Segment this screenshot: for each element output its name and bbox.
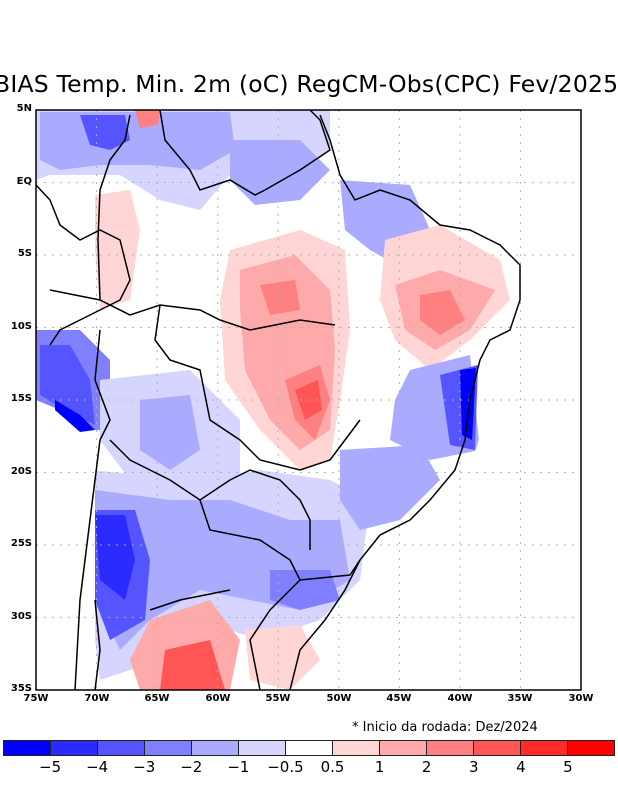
colorbar-swatch bbox=[333, 741, 380, 755]
map-frame bbox=[35, 109, 582, 691]
bias-region bbox=[245, 625, 320, 690]
colorbar-tick-label: −4 bbox=[86, 758, 109, 776]
lon-label: 65W bbox=[144, 693, 170, 704]
bias-region bbox=[95, 515, 135, 600]
bias-region bbox=[95, 490, 350, 650]
ocean-mask bbox=[36, 430, 95, 690]
colorbar-swatch bbox=[192, 741, 239, 755]
colorbar-ticks: −5 −4 −3 −2 −1 −0.5 0.5 1 2 3 4 5 bbox=[0, 758, 618, 778]
bias-region bbox=[260, 280, 300, 315]
lat-label: 5S bbox=[17, 248, 32, 259]
bias-region bbox=[95, 190, 140, 310]
colorbar-swatch bbox=[286, 741, 333, 755]
bias-region bbox=[40, 112, 235, 170]
colorbar-swatch bbox=[380, 741, 427, 755]
colorbar-tick-label: −3 bbox=[133, 758, 156, 776]
lon-label: 55W bbox=[265, 693, 291, 704]
lon-label: 75W bbox=[23, 693, 49, 704]
colorbar-tick-label: −1 bbox=[227, 758, 250, 776]
colorbar-swatch bbox=[474, 741, 521, 755]
bias-region bbox=[230, 140, 330, 205]
colorbar bbox=[3, 740, 615, 756]
colorbar-tick-label: 1 bbox=[374, 758, 385, 776]
lat-label: 5N bbox=[16, 103, 32, 114]
lat-label: 15S bbox=[10, 393, 32, 404]
bias-region bbox=[270, 570, 340, 610]
lon-label: 70W bbox=[84, 693, 110, 704]
bias-region bbox=[55, 400, 95, 432]
colorbar-swatch bbox=[145, 741, 192, 755]
colorbar-tick-label: 4 bbox=[516, 758, 526, 776]
colorbar-swatch bbox=[568, 741, 614, 755]
colorbar-tick-label: −2 bbox=[180, 758, 203, 776]
lat-label: 10S bbox=[10, 321, 32, 332]
lon-label: 45W bbox=[386, 693, 412, 704]
lat-label: 35S bbox=[10, 683, 32, 694]
colorbar-tick-label: 5 bbox=[563, 758, 573, 776]
lat-label: 30S bbox=[10, 611, 32, 622]
colorbar-swatch bbox=[51, 741, 98, 755]
colorbar-swatch bbox=[4, 741, 51, 755]
bias-region bbox=[160, 640, 225, 690]
bias-region bbox=[80, 115, 130, 150]
run-start-note: * Inicio da rodada: Dez/2024 bbox=[352, 720, 538, 735]
lon-label: 60W bbox=[205, 693, 231, 704]
colorbar-swatch bbox=[521, 741, 568, 755]
map-title: BIAS Temp. Min. 2m (oC) RegCM-Obs(CPC) F… bbox=[0, 70, 618, 98]
bias-region bbox=[140, 395, 200, 470]
bias-region bbox=[135, 110, 160, 128]
bias-region bbox=[340, 445, 440, 530]
colorbar-swatch bbox=[98, 741, 145, 755]
lon-label: 30W bbox=[568, 693, 594, 704]
lon-label: 50W bbox=[326, 693, 352, 704]
lon-label: 40W bbox=[447, 693, 473, 704]
bias-region bbox=[420, 290, 465, 335]
bias-region bbox=[460, 368, 476, 440]
lat-label: 20S bbox=[10, 466, 32, 477]
lat-label: EQ bbox=[16, 176, 32, 187]
bias-region bbox=[40, 345, 95, 425]
colorbar-tick-label: 2 bbox=[421, 758, 432, 776]
grid-lines bbox=[36, 110, 581, 690]
colorbar-swatch bbox=[427, 741, 474, 755]
colorbar-tick-label: 3 bbox=[468, 758, 479, 776]
colorbar-tick-label: −0.5 bbox=[267, 758, 304, 776]
country-boundaries bbox=[35, 109, 521, 691]
lon-label: 35W bbox=[507, 693, 533, 704]
lat-label: 25S bbox=[10, 538, 32, 549]
colorbar-tick-label: −5 bbox=[39, 758, 62, 776]
colorbar-tick-label: 0.5 bbox=[320, 758, 345, 776]
colorbar-swatch bbox=[239, 741, 286, 755]
